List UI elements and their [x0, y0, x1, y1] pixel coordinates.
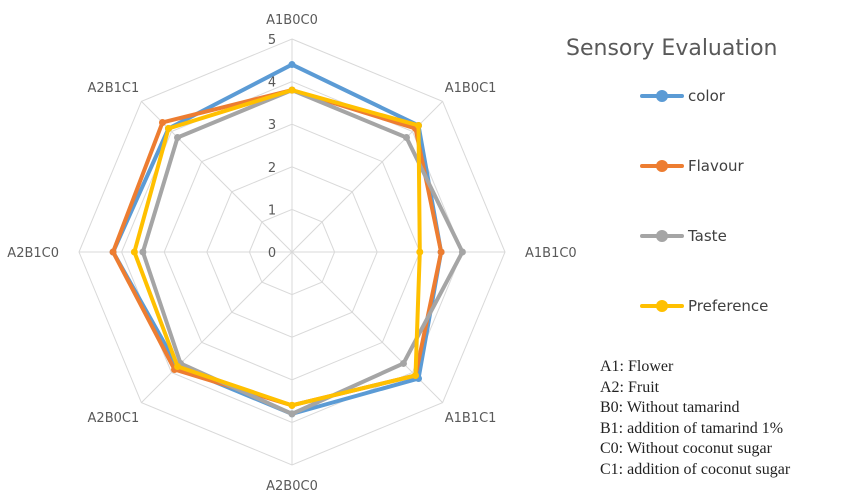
chart-title: Sensory Evaluation — [566, 36, 778, 61]
category-label: A2B1C1 — [88, 81, 140, 96]
data-point — [288, 61, 296, 69]
radial-tick-labels: 0 1 2 3 4 5 — [268, 33, 276, 261]
abbreviation-notes: A1: Flower A2: Fruit B0: Without tamarin… — [600, 357, 790, 480]
legend-swatch — [640, 230, 684, 242]
grid-spoke — [141, 251, 293, 403]
note-line: A1: Flower — [600, 358, 674, 375]
legend-item-flavour: Flavour — [640, 156, 744, 176]
data-point — [458, 248, 466, 256]
note-line: B0: Without tamarind — [600, 399, 740, 416]
legend-label: Preference — [688, 297, 769, 315]
category-label: A1B1C0 — [525, 246, 577, 261]
note-line: B1: addition of tamarind 1% — [600, 419, 784, 437]
data-point — [288, 86, 296, 94]
note-line: C1: addition of coconut sugar — [600, 460, 791, 478]
legend-swatch — [640, 160, 684, 172]
data-point — [288, 401, 296, 409]
legend-label: Flavour — [688, 157, 744, 175]
data-point — [174, 134, 182, 142]
legend-swatch — [640, 90, 684, 102]
tick-label: 1 — [268, 203, 276, 218]
tick-label: 3 — [268, 118, 276, 133]
data-point — [158, 118, 166, 126]
data-point — [399, 359, 407, 367]
category-label: A1B1C1 — [445, 411, 497, 426]
tick-label: 2 — [268, 161, 276, 176]
data-point — [415, 121, 423, 129]
category-label: A2B1C0 — [7, 246, 59, 261]
note-line: A2: Fruit — [600, 378, 660, 396]
category-label: A1B0C0 — [266, 13, 318, 28]
legend-label: color — [688, 87, 725, 105]
data-point — [412, 372, 420, 380]
tick-label: 4 — [268, 76, 276, 91]
data-point — [139, 248, 147, 256]
data-point — [174, 362, 182, 370]
category-label: A1B0C1 — [445, 81, 497, 96]
radar-series — [109, 61, 466, 418]
series-line-flavour — [111, 88, 444, 408]
legend-item-color: color — [640, 86, 725, 106]
data-point — [130, 248, 138, 256]
data-point — [416, 248, 424, 256]
legend-label: Taste — [688, 227, 727, 245]
legend-item-taste: Taste — [640, 226, 727, 246]
data-point — [109, 248, 117, 256]
data-point — [402, 134, 410, 142]
data-point — [164, 124, 172, 132]
tick-label: 0 — [268, 246, 276, 261]
category-labels: A1B0C0 A1B0C1 A1B1C0 A1B1C1 A2B0C0 A2B0C1 A2B1… — [7, 13, 576, 494]
note-line: C0: Without coconut sugar — [600, 440, 772, 457]
legend-item-preference: Preference — [640, 296, 768, 316]
data-point — [288, 410, 296, 418]
tick-label: 5 — [268, 33, 276, 48]
category-label: A2B0C1 — [88, 411, 140, 426]
legend-swatch — [640, 300, 684, 312]
data-point — [437, 248, 445, 256]
category-label: A2B0C0 — [266, 479, 318, 494]
